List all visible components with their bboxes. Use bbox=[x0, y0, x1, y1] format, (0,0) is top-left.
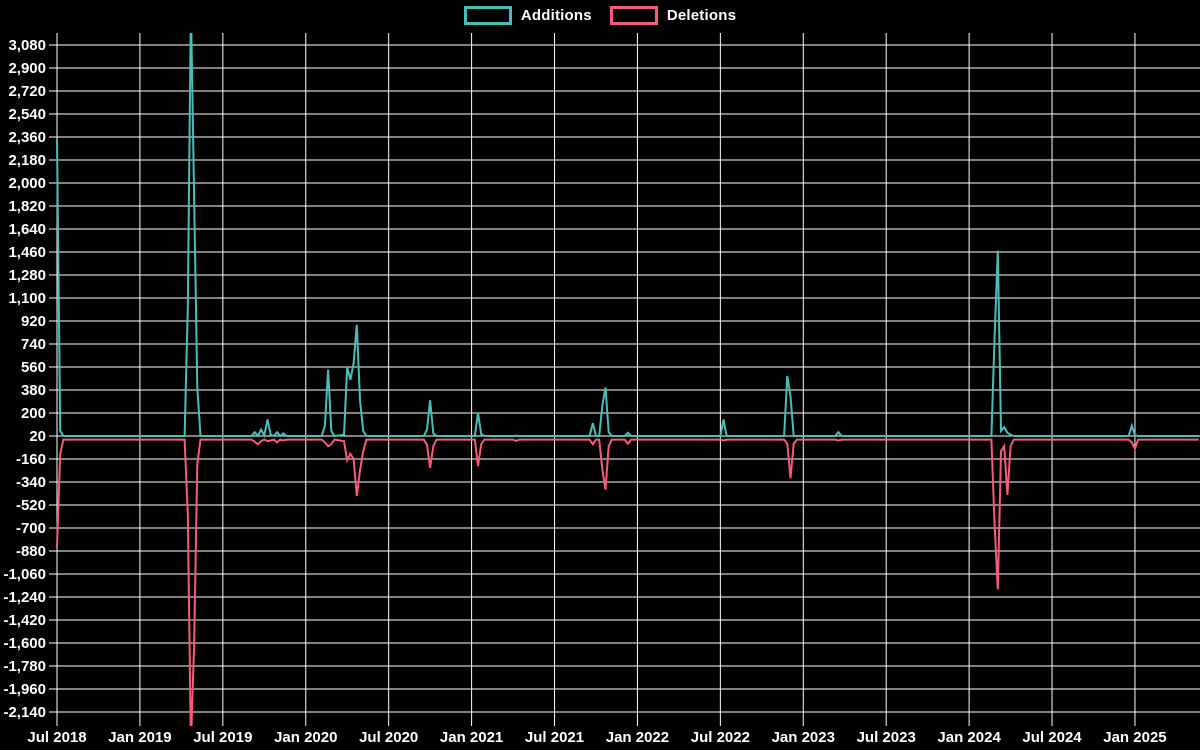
x-tick-label: Jul 2018 bbox=[27, 729, 86, 746]
y-tick-label: -1,600 bbox=[3, 635, 46, 652]
x-tick-label: Jul 2020 bbox=[359, 729, 418, 746]
y-tick-label: -1,780 bbox=[3, 658, 46, 675]
y-tick-label: -1,420 bbox=[3, 612, 46, 629]
y-tick-label: -2,140 bbox=[3, 704, 46, 721]
y-tick-label: 380 bbox=[21, 382, 46, 399]
y-axis-labels: 3,080 2,900 2,720 2,540 2,360 2,180 2,000 1,820… bbox=[3, 37, 46, 721]
x-tick-label: Jan 2024 bbox=[937, 729, 1001, 746]
y-tick-label: 1,820 bbox=[8, 198, 46, 215]
x-tick-label: Jan 2019 bbox=[108, 729, 171, 746]
x-tick-label: Jul 2023 bbox=[857, 729, 916, 746]
y-tick-label: 1,100 bbox=[8, 290, 46, 307]
legend-item-additions[interactable]: Additions bbox=[463, 6, 592, 25]
deletions-swatch-icon bbox=[609, 6, 658, 25]
y-tick-label: -1,060 bbox=[3, 566, 46, 583]
y-tick-label: 2,720 bbox=[8, 83, 46, 100]
y-tick-label: 3,080 bbox=[8, 37, 46, 54]
y-tick-label: -160 bbox=[16, 451, 46, 468]
y-tick-label: 2,360 bbox=[8, 129, 46, 146]
y-tick-label: -340 bbox=[16, 474, 46, 491]
x-tick-label: Jan 2021 bbox=[440, 729, 503, 746]
additions-swatch-icon bbox=[463, 6, 512, 25]
x-tick-label: Jul 2021 bbox=[525, 729, 584, 746]
legend-label-deletions: Deletions bbox=[666, 7, 737, 24]
x-tick-label: Jan 2025 bbox=[1103, 729, 1166, 746]
y-tick-label: 1,460 bbox=[8, 244, 46, 261]
x-tick-label: Jul 2019 bbox=[193, 729, 252, 746]
y-tick-label: 2,540 bbox=[8, 106, 46, 123]
y-tick-label: 740 bbox=[21, 336, 46, 353]
additions-line bbox=[56, 33, 1199, 439]
x-tick-label: Jan 2022 bbox=[606, 729, 669, 746]
y-tick-label: 1,280 bbox=[8, 267, 46, 284]
y-tick-label: -1,240 bbox=[3, 589, 46, 606]
x-tick-label: Jan 2020 bbox=[274, 729, 337, 746]
y-tick-label: 2,000 bbox=[8, 175, 46, 192]
y-tick-label: 2,180 bbox=[8, 152, 46, 169]
y-tick-label: -1,960 bbox=[3, 681, 46, 698]
y-tick-label: -700 bbox=[16, 520, 46, 537]
x-axis-labels: Jul 2018 Jan 2019 Jul 2019 Jan 2020 Jul 2020… bbox=[27, 729, 1166, 746]
y-tick-label: 560 bbox=[21, 359, 46, 376]
y-tick-label: 2,900 bbox=[8, 60, 46, 77]
y-tick-label: -520 bbox=[16, 497, 46, 514]
legend-label-additions: Additions bbox=[520, 7, 592, 24]
y-tick-label: 1,640 bbox=[8, 221, 46, 238]
x-tick-label: Jan 2023 bbox=[772, 729, 835, 746]
gridlines bbox=[49, 33, 1200, 726]
chart-legend: Additions Deletions bbox=[0, 6, 1200, 25]
x-tick-label: Jul 2024 bbox=[1022, 729, 1082, 746]
y-tick-label: 20 bbox=[29, 428, 46, 445]
y-tick-label: 200 bbox=[21, 405, 46, 422]
deletions-line bbox=[56, 438, 1199, 726]
y-tick-label: -880 bbox=[16, 543, 46, 560]
y-tick-label: 920 bbox=[21, 313, 46, 330]
legend-item-deletions[interactable]: Deletions bbox=[609, 6, 737, 25]
x-tick-label: Jul 2022 bbox=[691, 729, 750, 746]
